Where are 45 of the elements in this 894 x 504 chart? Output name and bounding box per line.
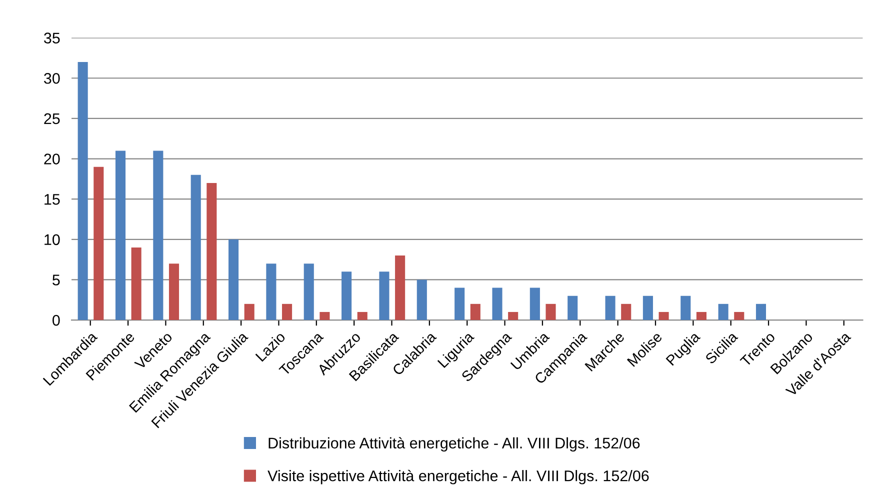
bar [244, 304, 254, 320]
bar [718, 304, 728, 320]
y-tick-label: 15 [44, 194, 60, 205]
bar [642, 296, 653, 320]
bar [320, 312, 330, 320]
bar [228, 239, 239, 320]
bar [508, 312, 518, 320]
legend-label: Distribuzione Attività energetiche - All. VIII Dlgs. 152/06 [268, 437, 640, 452]
bar [206, 182, 217, 320]
bar [492, 288, 502, 320]
legend-label: Visite ispettive Attività energetiche - All. VIII Dlgs. 152/06 [268, 470, 649, 484]
bar [530, 288, 540, 320]
bar [190, 174, 201, 320]
bar [658, 312, 669, 320]
bar [546, 304, 556, 320]
y-tick-label: 10 [44, 234, 60, 246]
bar [282, 304, 292, 320]
y-tick-label: 35 [44, 32, 60, 44]
bar [395, 256, 406, 320]
bar [168, 264, 180, 320]
bar [621, 304, 632, 320]
bar [470, 304, 480, 320]
y-tick-label: 0 [52, 314, 60, 326]
bar [680, 296, 691, 320]
bar [416, 280, 427, 320]
y-tick-label: 5 [52, 274, 60, 286]
bar [357, 312, 368, 320]
bar [696, 312, 706, 320]
bar [454, 288, 465, 320]
y-tick-label: 20 [44, 154, 60, 164]
bar [131, 247, 142, 320]
y-tick-label: 25 [44, 113, 60, 124]
bar [342, 272, 352, 320]
bar [568, 296, 578, 320]
bar [734, 312, 744, 320]
bar [78, 62, 88, 320]
bar [756, 304, 766, 320]
bar [605, 296, 616, 320]
bar [379, 272, 390, 320]
bar [153, 150, 164, 320]
bar [115, 150, 126, 320]
bar [266, 264, 276, 320]
bar [94, 166, 104, 320]
bar [304, 264, 314, 320]
y-tick-label: 30 [44, 72, 60, 84]
